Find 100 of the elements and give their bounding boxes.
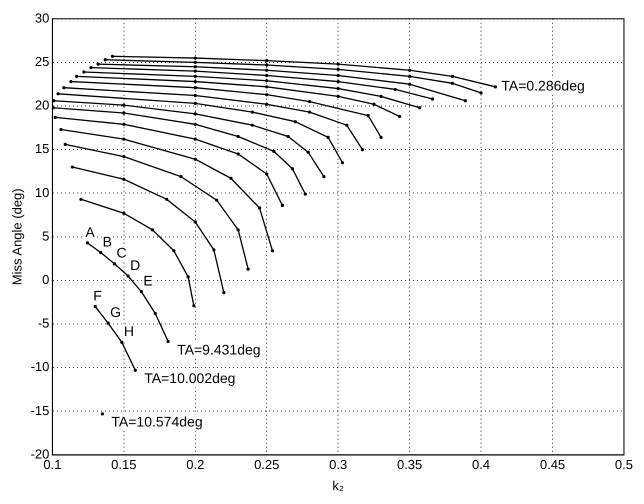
annotation: A — [85, 224, 96, 240]
y-tick-label: 5 — [42, 228, 50, 244]
point — [79, 198, 83, 201]
x-tick-label: 0.25 — [254, 457, 280, 472]
annotation: TA=0.286deg — [501, 78, 585, 94]
point — [120, 340, 124, 344]
annotation: F — [93, 287, 102, 304]
point — [308, 110, 312, 114]
point — [304, 192, 307, 196]
point — [379, 136, 383, 139]
point — [430, 97, 434, 101]
point — [265, 85, 268, 88]
point — [336, 62, 340, 66]
point — [96, 62, 100, 66]
x-tick-label: 0.3 — [329, 457, 348, 472]
point — [56, 92, 60, 96]
point — [345, 124, 348, 127]
y-tick-label: 10 — [34, 184, 50, 200]
point — [212, 248, 216, 252]
point — [450, 82, 454, 85]
point — [99, 250, 102, 254]
point — [194, 94, 197, 98]
point — [172, 249, 176, 252]
point — [479, 91, 483, 95]
point — [394, 88, 397, 92]
annotation: B — [102, 233, 112, 250]
point — [336, 86, 340, 90]
x-tick-label: 0.2 — [186, 457, 204, 472]
annotation: H — [124, 323, 134, 340]
point — [122, 178, 126, 181]
point — [250, 110, 254, 114]
point — [229, 176, 233, 180]
annotation: C — [116, 244, 127, 261]
y-axis-title: Miss Angle (deg) — [9, 188, 24, 286]
point — [194, 138, 197, 141]
point — [265, 68, 268, 72]
point — [194, 56, 197, 60]
point — [194, 60, 197, 64]
annotation: TA=10.002deg — [144, 370, 236, 386]
point — [122, 138, 126, 141]
point — [75, 74, 78, 78]
annotation: E — [143, 272, 153, 289]
point — [110, 54, 114, 58]
point — [64, 142, 67, 146]
point — [194, 86, 197, 90]
point — [360, 148, 364, 152]
point — [194, 122, 197, 126]
point — [336, 68, 340, 71]
point — [222, 291, 226, 294]
point — [398, 114, 402, 118]
y-tick-label: -15 — [30, 402, 50, 418]
point — [236, 134, 240, 138]
point — [112, 262, 116, 266]
point — [246, 267, 250, 271]
point — [379, 94, 383, 98]
point — [194, 158, 197, 161]
point — [122, 154, 126, 158]
point — [290, 167, 294, 170]
point — [450, 74, 454, 78]
point — [464, 99, 467, 102]
y-tick-label: 20 — [34, 98, 50, 113]
y-tick-label: 25 — [34, 54, 50, 69]
point — [265, 59, 268, 62]
point — [366, 114, 370, 118]
point — [306, 150, 310, 154]
y-tick-label: -10 — [30, 359, 50, 374]
point — [336, 74, 340, 78]
point — [408, 82, 412, 86]
x-tick-label: 0.15 — [111, 457, 136, 472]
point — [122, 111, 126, 115]
point — [250, 124, 254, 127]
annotation: TA=10.574deg — [111, 414, 203, 430]
point — [150, 228, 154, 232]
point — [372, 102, 376, 106]
x-axis-title: k₂ — [332, 478, 344, 493]
point — [336, 94, 340, 98]
point — [322, 175, 326, 178]
point — [272, 150, 276, 153]
point — [54, 116, 57, 119]
point — [280, 204, 284, 208]
point — [194, 70, 197, 73]
point — [106, 322, 110, 325]
point — [194, 74, 197, 78]
x-tick-label: 0.5 — [614, 457, 634, 472]
point — [494, 85, 497, 88]
y-tick-label: 30 — [34, 10, 50, 26]
point — [408, 68, 412, 72]
point — [82, 70, 86, 74]
point — [236, 228, 240, 232]
point — [340, 161, 344, 164]
point — [308, 100, 312, 104]
point — [122, 122, 126, 126]
point — [186, 275, 190, 279]
point — [165, 198, 168, 201]
point — [236, 152, 240, 156]
y-tick-label: 15 — [34, 141, 50, 156]
point — [70, 165, 74, 169]
point — [194, 80, 197, 84]
y-tick-label: -20 — [30, 446, 50, 462]
x-tick-label: 0.45 — [540, 457, 566, 472]
